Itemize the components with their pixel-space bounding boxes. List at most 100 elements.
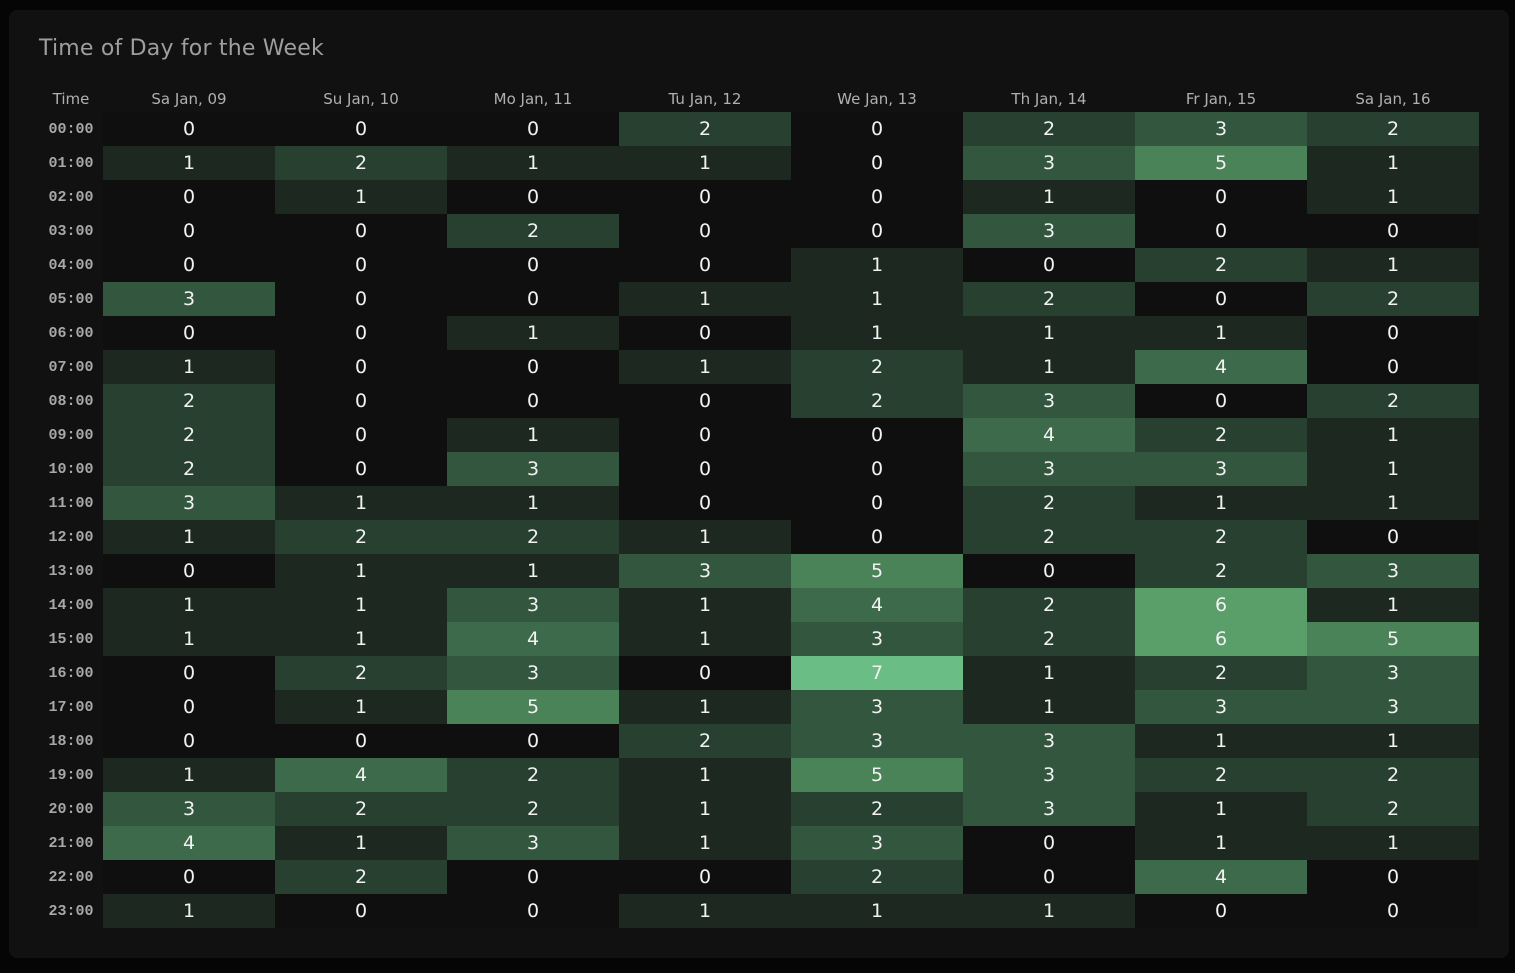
heatmap-cell: 0 bbox=[447, 112, 619, 146]
heatmap-cell: 1 bbox=[275, 554, 447, 588]
heatmap-cell: 3 bbox=[1307, 656, 1479, 690]
row-label: 09:00 bbox=[48, 426, 94, 444]
heatmap-cell: 1 bbox=[103, 350, 275, 384]
heatmap-cell: 2 bbox=[963, 520, 1135, 554]
row-label: 10:00 bbox=[48, 460, 94, 478]
heatmap-cell: 1 bbox=[1135, 724, 1307, 758]
heatmap-cell: 2 bbox=[1307, 758, 1479, 792]
heatmap-cell: 2 bbox=[275, 146, 447, 180]
heatmap-row: 08:00 2 0 0 0 2 3 0 2 bbox=[39, 384, 1479, 418]
chart-title: Time of Day for the Week bbox=[39, 36, 324, 61]
row-label: 18:00 bbox=[48, 732, 94, 750]
heatmap-row: 14:00 1 1 3 1 4 2 6 1 bbox=[39, 588, 1479, 622]
heatmap-cell: 2 bbox=[619, 112, 791, 146]
heatmap-row: 10:00 2 0 3 0 0 3 3 1 bbox=[39, 452, 1479, 486]
column-header: Th Jan, 14 bbox=[1011, 90, 1087, 108]
heatmap-cell: 3 bbox=[791, 690, 963, 724]
heatmap-row: 18:00 0 0 0 2 3 3 1 1 bbox=[39, 724, 1479, 758]
heatmap-cell: 1 bbox=[791, 894, 963, 928]
heatmap-cell: 1 bbox=[1135, 316, 1307, 350]
row-label: 00:00 bbox=[48, 120, 94, 138]
heatmap-cell: 4 bbox=[1135, 860, 1307, 894]
heatmap-cell: 0 bbox=[275, 452, 447, 486]
heatmap-cell: 2 bbox=[963, 282, 1135, 316]
heatmap-cell: 2 bbox=[275, 860, 447, 894]
heatmap-cell: 1 bbox=[619, 146, 791, 180]
heatmap-cell: 1 bbox=[619, 350, 791, 384]
heatmap-cell: 4 bbox=[791, 588, 963, 622]
heatmap-cell: 5 bbox=[447, 690, 619, 724]
heatmap-cell: 0 bbox=[1307, 860, 1479, 894]
heatmap-cell: 2 bbox=[1135, 248, 1307, 282]
heatmap-cell: 0 bbox=[619, 418, 791, 452]
heatmap-cell: 0 bbox=[619, 214, 791, 248]
heatmap-cell: 3 bbox=[1135, 690, 1307, 724]
heatmap-cell: 0 bbox=[447, 248, 619, 282]
heatmap-cell: 1 bbox=[963, 316, 1135, 350]
heatmap-cell: 0 bbox=[447, 724, 619, 758]
heatmap-cell: 1 bbox=[1307, 724, 1479, 758]
heatmap-cell: 3 bbox=[447, 452, 619, 486]
row-label: 21:00 bbox=[48, 834, 94, 852]
row-label: 12:00 bbox=[48, 528, 94, 546]
heatmap-row: 07:00 1 0 0 1 2 1 4 0 bbox=[39, 350, 1479, 384]
heatmap-cell: 0 bbox=[963, 248, 1135, 282]
heatmap-cell: 2 bbox=[1307, 282, 1479, 316]
heatmap-cell: 2 bbox=[791, 384, 963, 418]
heatmap-cell: 3 bbox=[791, 622, 963, 656]
heatmap-cell: 0 bbox=[447, 180, 619, 214]
heatmap-cell: 1 bbox=[619, 622, 791, 656]
heatmap-cell: 3 bbox=[963, 792, 1135, 826]
heatmap-cell: 1 bbox=[447, 146, 619, 180]
row-label: 16:00 bbox=[48, 664, 94, 682]
heatmap-cell: 3 bbox=[963, 214, 1135, 248]
heatmap-cell: 2 bbox=[791, 860, 963, 894]
row-label: 02:00 bbox=[48, 188, 94, 206]
heatmap-row: 09:00 2 0 1 0 0 4 2 1 bbox=[39, 418, 1479, 452]
heatmap-cell: 2 bbox=[963, 112, 1135, 146]
heatmap-cell: 4 bbox=[103, 826, 275, 860]
heatmap-cell: 0 bbox=[1135, 894, 1307, 928]
heatmap-cell: 1 bbox=[103, 622, 275, 656]
heatmap-cell: 2 bbox=[1135, 554, 1307, 588]
heatmap-cell: 2 bbox=[447, 520, 619, 554]
heatmap-cell: 1 bbox=[963, 180, 1135, 214]
heatmap-cell: 4 bbox=[447, 622, 619, 656]
heatmap-cell: 1 bbox=[1307, 180, 1479, 214]
heatmap-cell: 0 bbox=[447, 350, 619, 384]
heatmap-cell: 0 bbox=[447, 894, 619, 928]
row-label: 17:00 bbox=[48, 698, 94, 716]
heatmap-cell: 2 bbox=[1135, 418, 1307, 452]
heatmap-cell: 1 bbox=[963, 690, 1135, 724]
header-row: Time Sa Jan, 09 Su Jan, 10 Mo Jan, 11 Tu Ja… bbox=[39, 86, 1479, 112]
heatmap-cell: 0 bbox=[1307, 520, 1479, 554]
row-label: 19:00 bbox=[48, 766, 94, 784]
heatmap-row: 12:00 1 2 2 1 0 2 2 0 bbox=[39, 520, 1479, 554]
heatmap-row: 22:00 0 2 0 0 2 0 4 0 bbox=[39, 860, 1479, 894]
heatmap-cell: 2 bbox=[791, 792, 963, 826]
heatmap-cell: 2 bbox=[1307, 112, 1479, 146]
heatmap-cell: 0 bbox=[791, 486, 963, 520]
heatmap-row: 03:00 0 0 2 0 0 3 0 0 bbox=[39, 214, 1479, 248]
heatmap-cell: 1 bbox=[791, 248, 963, 282]
heatmap-cell: 3 bbox=[1135, 452, 1307, 486]
column-header: Su Jan, 10 bbox=[323, 90, 399, 108]
heatmap-cell: 0 bbox=[619, 384, 791, 418]
heatmap-cell: 3 bbox=[103, 486, 275, 520]
heatmap-cell: 3 bbox=[963, 724, 1135, 758]
heatmap-row: 04:00 0 0 0 0 1 0 2 1 bbox=[39, 248, 1479, 282]
heatmap-table: Time Sa Jan, 09 Su Jan, 10 Mo Jan, 11 Tu Ja… bbox=[39, 86, 1479, 928]
row-label: 07:00 bbox=[48, 358, 94, 376]
heatmap-cell: 2 bbox=[1307, 792, 1479, 826]
heatmap-row: 01:00 1 2 1 1 0 3 5 1 bbox=[39, 146, 1479, 180]
row-label: 01:00 bbox=[48, 154, 94, 172]
heatmap-cell: 3 bbox=[963, 452, 1135, 486]
heatmap-cell: 0 bbox=[103, 656, 275, 690]
heatmap-cell: 1 bbox=[447, 554, 619, 588]
heatmap-cell: 3 bbox=[103, 282, 275, 316]
heatmap-cell: 0 bbox=[447, 860, 619, 894]
heatmap-cell: 0 bbox=[275, 112, 447, 146]
heatmap-cell: 2 bbox=[275, 520, 447, 554]
row-label: 15:00 bbox=[48, 630, 94, 648]
heatmap-cell: 0 bbox=[103, 248, 275, 282]
